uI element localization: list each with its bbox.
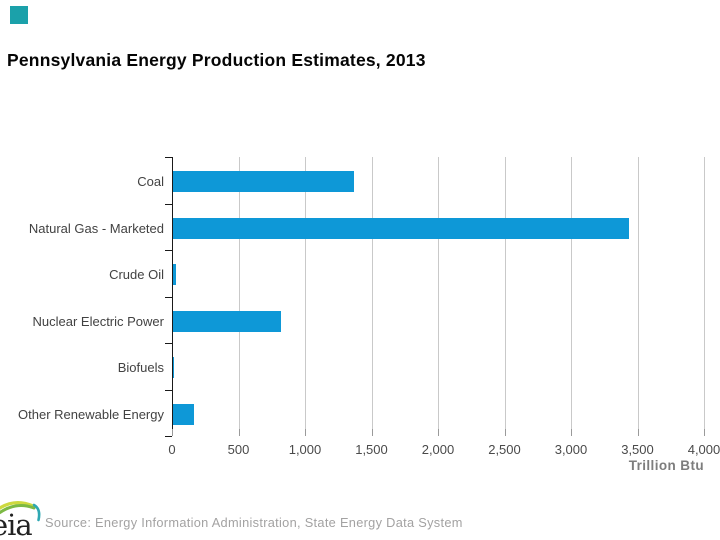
x-axis-unit-label: Trillion Btu (628, 458, 704, 473)
y-axis-tick (165, 389, 172, 391)
y-axis-tick (165, 203, 172, 205)
chart-title: Pennsylvania Energy Production Estimates… (7, 50, 426, 70)
x-tick-label: 3,500 (621, 442, 654, 457)
x-tick-label: 2,500 (488, 442, 521, 457)
y-axis-tick (165, 436, 172, 437)
bar (173, 171, 354, 192)
eia-logo-leaf-green (0, 504, 36, 515)
bar (173, 217, 630, 239)
y-axis-tick (165, 157, 172, 158)
y-axis-tick (165, 343, 172, 344)
gridline (438, 157, 439, 429)
gridline (371, 157, 373, 429)
bar (173, 264, 177, 285)
x-axis-tick (571, 429, 572, 436)
category-label: Natural Gas - Marketed (28, 220, 164, 236)
gridline (571, 157, 572, 429)
x-axis-tick (172, 429, 173, 436)
eia-logo-leaf-yellow (0, 501, 35, 510)
bar (173, 403, 195, 425)
x-axis-tick (704, 429, 705, 436)
bar (173, 310, 281, 332)
x-axis-tick (238, 429, 240, 436)
eia-logo-swoosh-teal (32, 503, 41, 522)
x-tick-label: 0 (168, 442, 176, 457)
category-label: Crude Oil (109, 267, 164, 282)
gridline (637, 157, 639, 429)
y-axis-line (172, 157, 173, 436)
category-label: Biofuels (117, 360, 164, 375)
gridline (305, 157, 306, 429)
x-tick-label: 1,500 (355, 442, 388, 457)
x-axis-tick (504, 429, 506, 436)
eia-logo: eia (0, 501, 41, 540)
x-axis-tick (637, 429, 639, 436)
category-label: Nuclear Electric Power (32, 313, 165, 329)
y-axis-tick (165, 250, 172, 251)
gridline (504, 157, 506, 429)
slide-accent-square (10, 6, 28, 24)
x-tick-label: 3,000 (554, 442, 588, 457)
source-note: Source: Energy Information Administratio… (45, 515, 463, 530)
category-label: Coal (137, 174, 164, 189)
x-tick-label: 500 (227, 442, 250, 457)
x-tick-label: 2,000 (421, 442, 455, 457)
x-tick-label: 1,000 (288, 442, 322, 457)
bar (173, 357, 175, 378)
x-axis-tick (305, 429, 306, 436)
x-tick-label: 4,000 (687, 442, 720, 457)
y-axis-tick (165, 296, 172, 298)
gridline (704, 157, 705, 429)
eia-logo-text: eia (0, 508, 32, 540)
x-axis-tick (371, 429, 373, 436)
category-label: Other Renewable Energy (18, 406, 164, 422)
x-axis-tick (438, 429, 439, 436)
gridline (238, 157, 240, 429)
